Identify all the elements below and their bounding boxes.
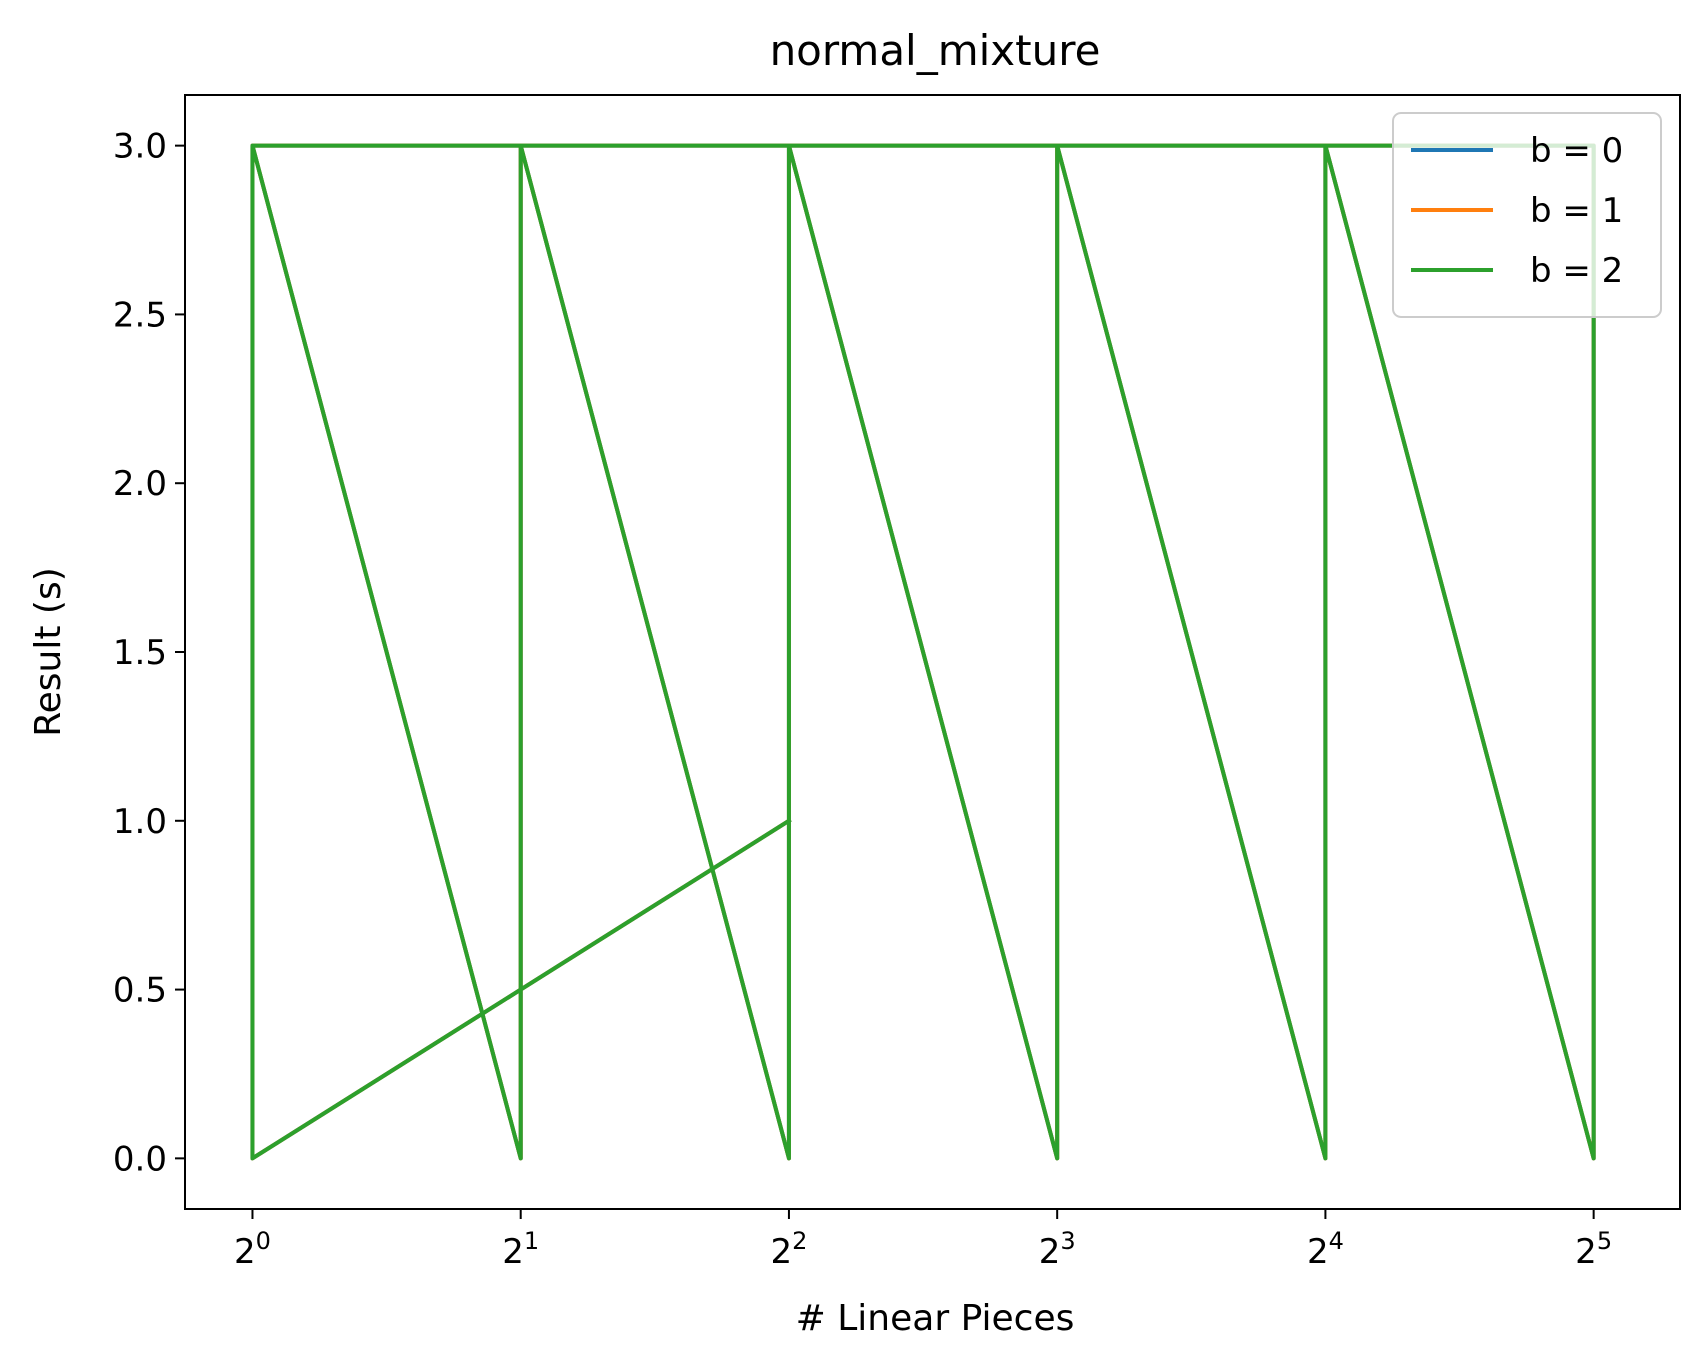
y-axis: 0.0 0.5 1.0 1.5 2.0 2.5 3.0 xyxy=(113,127,185,1179)
x-tick-label: 20 xyxy=(234,1227,271,1272)
legend-entries: b = 0 b = 1 b = 2 xyxy=(1411,131,1623,291)
x-tick-label: 23 xyxy=(1039,1227,1076,1272)
series-layer xyxy=(250,143,1596,1161)
x-tick-label: 25 xyxy=(1575,1227,1612,1272)
y-tick-label: 1.0 xyxy=(113,802,167,842)
legend-label-2: b = 2 xyxy=(1530,251,1623,291)
y-tick-label: 3.0 xyxy=(113,127,167,167)
y-tick-label: 0.5 xyxy=(113,971,167,1011)
chart-title: normal_mixture xyxy=(770,26,1101,75)
y-axis-label: Result (s) xyxy=(28,567,69,737)
x-tick-label: 24 xyxy=(1307,1227,1344,1272)
legend-label-0: b = 0 xyxy=(1530,131,1623,171)
legend-frame xyxy=(1392,112,1662,318)
y-tick-label: 0.0 xyxy=(113,1139,167,1179)
y-tick-label: 1.5 xyxy=(113,633,167,673)
x-tick-label: 22 xyxy=(770,1227,807,1272)
y-tick-label: 2.0 xyxy=(113,464,167,504)
series-line-2 xyxy=(250,143,1596,1161)
x-axis: 20 21 22 23 24 25 xyxy=(234,1209,1612,1272)
x-tick-label: 21 xyxy=(502,1227,539,1272)
x-axis-label: # Linear Pieces xyxy=(796,1298,1075,1339)
y-tick-label: 2.5 xyxy=(113,295,167,335)
legend-label-1: b = 1 xyxy=(1530,191,1623,231)
legend: b = 0 b = 1 b = 2 xyxy=(1392,112,1662,318)
